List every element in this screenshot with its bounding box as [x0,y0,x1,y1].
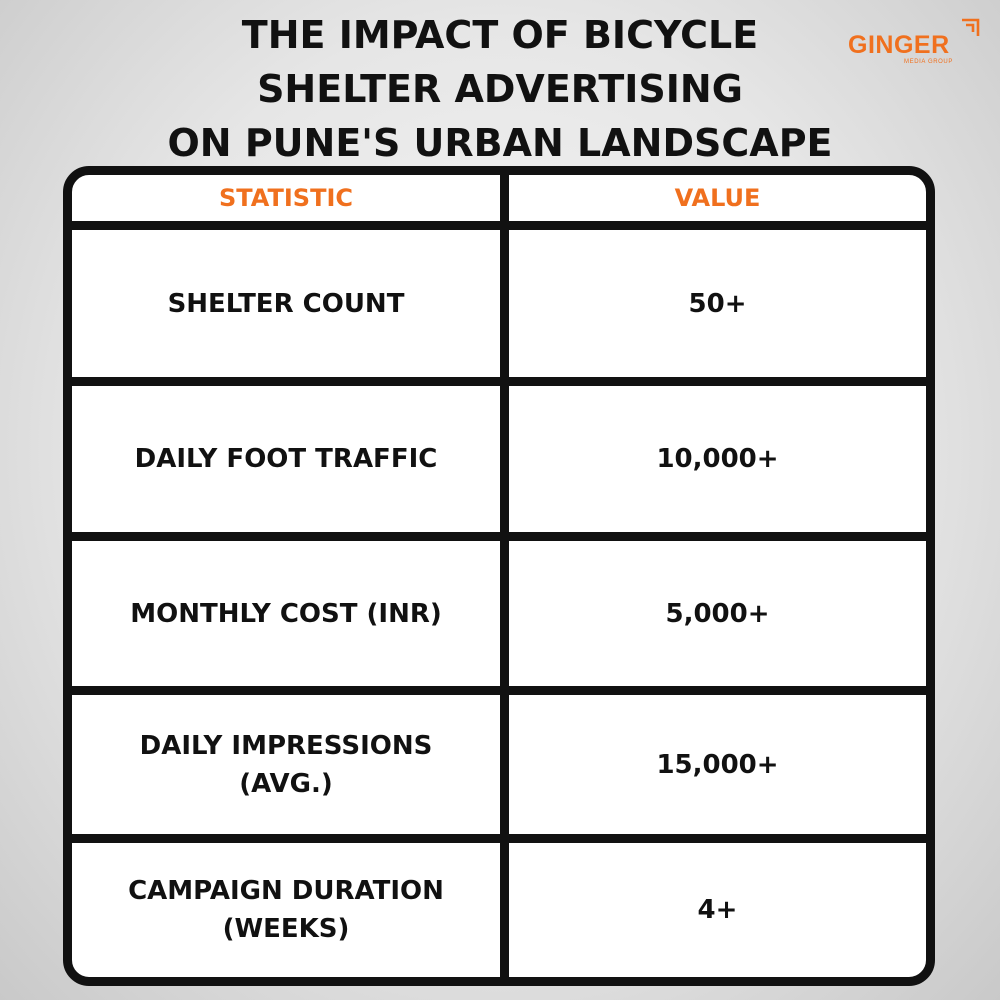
row-4-value: 15,000+ [656,749,779,780]
row-2-statistic: DAILY FOOT TRAFFIC [134,444,438,474]
statistics-table: STATISTIC VALUE SHELTER COUNT 50+ DAILY … [63,166,935,986]
title-line-3: ON PUNE'S URBAN LANDSCAPE [167,121,833,165]
ginger-media-group-logo: GINGER MEDIA GROUP [846,16,986,72]
row-3-statistic: MONTHLY COST (INR) [130,598,442,629]
row-divider [72,532,926,541]
header-statistic: STATISTIC [218,184,353,212]
page-title: THE IMPACT OF BICYCLE SHELTER ADVERTISIN… [0,8,1000,170]
logo-name: GINGER [848,31,950,59]
logo-tagline: MEDIA GROUP [904,59,953,65]
row-5-statistic: CAMPAIGN DURATION (WEEKS) [128,876,444,944]
column-divider [500,175,509,977]
row-divider [72,686,926,695]
row-divider [72,221,926,230]
row-5-value: 4+ [697,895,738,925]
row-2-value: 10,000+ [656,444,779,474]
ginger-logo-mark-icon [962,18,980,36]
row-divider [72,377,926,386]
title-line-2: SHELTER ADVERTISING [257,67,743,111]
row-divider [72,834,926,843]
header-value: VALUE [674,184,761,212]
row-1-statistic: SHELTER COUNT [167,288,405,319]
row-4-statistic: DAILY IMPRESSIONS (AVG.) [139,730,433,799]
row-3-value: 5,000+ [665,598,770,629]
title-line-1: THE IMPACT OF BICYCLE [241,13,759,57]
row-1-value: 50+ [688,288,747,319]
